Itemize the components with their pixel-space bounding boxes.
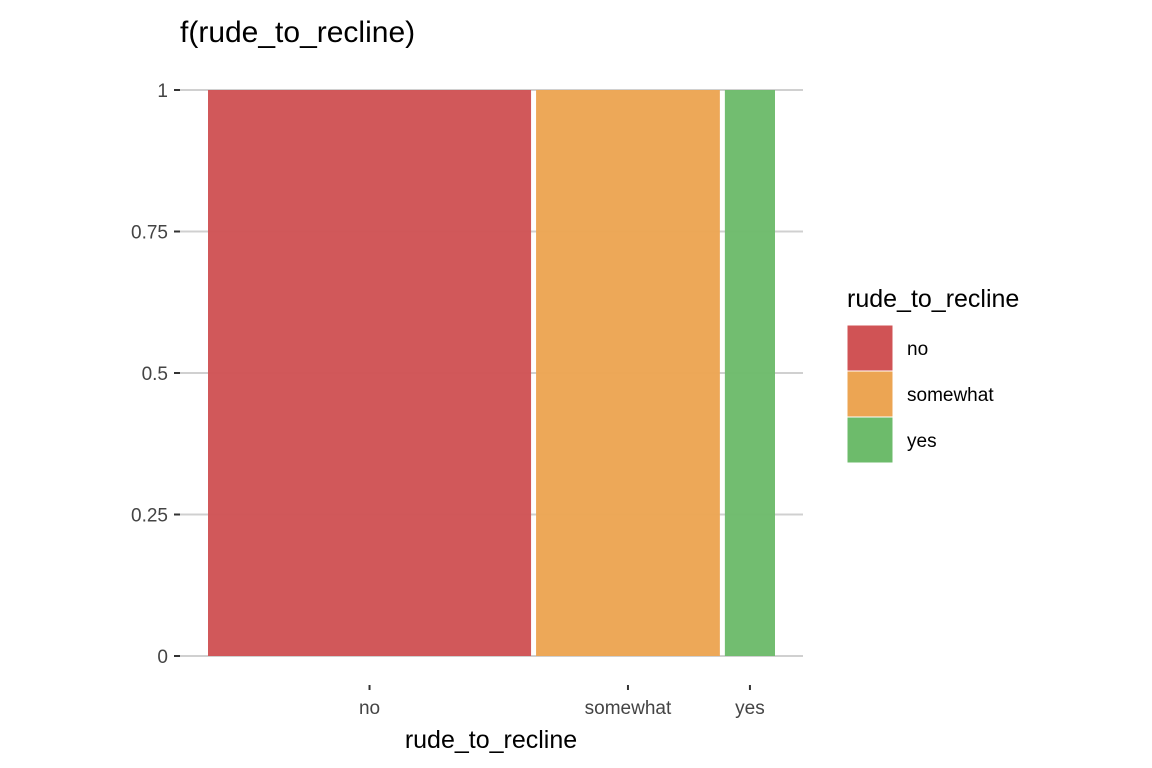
x-axis-title: rude_to_recline bbox=[405, 726, 577, 754]
legend-swatch-yes bbox=[846, 416, 894, 464]
y-tick-label: 0.5 bbox=[142, 364, 168, 385]
legend-label-somewhat: somewhat bbox=[907, 385, 994, 406]
y-tick-label: 0.25 bbox=[131, 506, 168, 527]
x-tick-label: yes bbox=[735, 698, 765, 719]
legend-label-yes: yes bbox=[907, 431, 937, 452]
y-tick-label: 0.75 bbox=[131, 223, 168, 244]
x-tick-label: no bbox=[359, 698, 380, 719]
bar-somewhat bbox=[536, 90, 720, 656]
y-axis: 0 0.25 0.5 0.75 1 bbox=[131, 81, 180, 668]
legend: rude_to_recline no somewhat yes bbox=[846, 285, 1019, 464]
x-axis: no somewhat yes bbox=[359, 685, 765, 719]
legend-swatch-somewhat bbox=[846, 370, 894, 418]
bar-yes bbox=[724, 90, 775, 656]
bar-no bbox=[208, 90, 532, 656]
legend-label-no: no bbox=[907, 339, 928, 360]
legend-swatch-no bbox=[846, 324, 894, 372]
bars bbox=[208, 90, 775, 656]
legend-title: rude_to_recline bbox=[847, 285, 1019, 313]
x-tick-label: somewhat bbox=[585, 698, 672, 719]
y-tick-label: 1 bbox=[157, 81, 168, 102]
y-tick-label: 0 bbox=[157, 647, 168, 668]
chart-title: f(rude_to_recline) bbox=[180, 16, 415, 49]
